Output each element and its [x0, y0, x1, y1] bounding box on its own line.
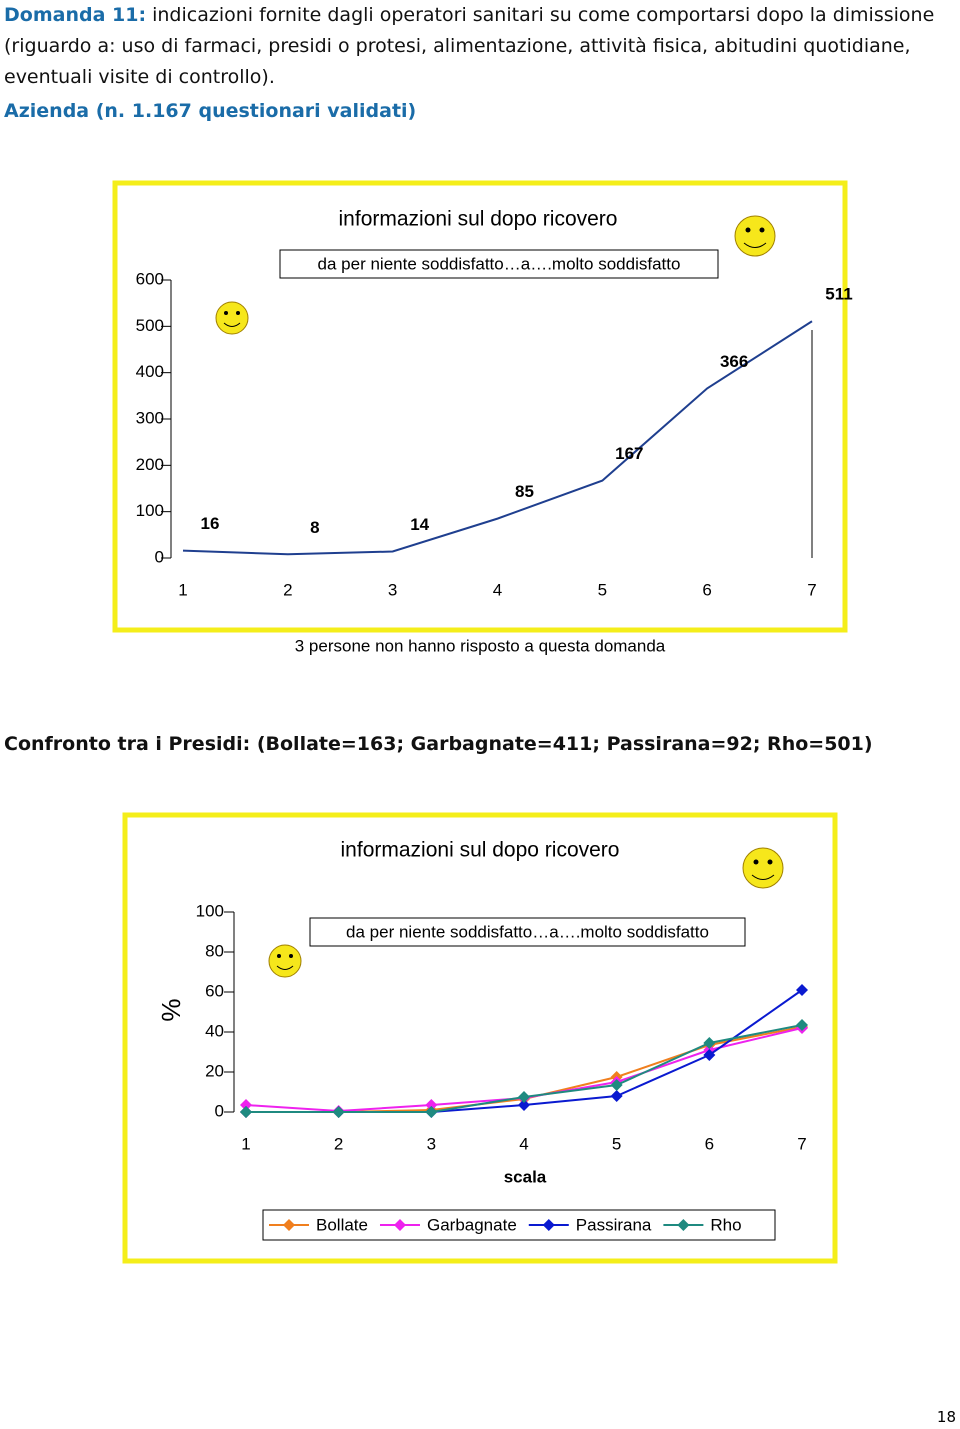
data-label: 85: [515, 482, 534, 501]
legend-marker: [677, 1219, 690, 1231]
y-tick-label: 100: [196, 901, 224, 920]
marker: [425, 1099, 438, 1111]
comparison: Confronto tra i Presidi: (Bollate=163; G…: [4, 733, 873, 755]
y-tick-label: 20: [205, 1061, 224, 1080]
marker: [332, 1106, 345, 1118]
legend-marker: [393, 1219, 406, 1231]
x-tick-label: 3: [388, 580, 397, 599]
chart-subtitle: da per niente soddisfatto…a….molto soddi…: [318, 254, 681, 273]
subtitle-box: [309, 917, 746, 947]
data-label: 14: [410, 515, 429, 534]
legend-marker: [542, 1219, 555, 1231]
marker: [425, 1106, 438, 1118]
y-tick-label: 60: [205, 981, 224, 1000]
x-axis-label: scala: [504, 1167, 547, 1186]
y-tick-label: 300: [136, 408, 164, 427]
data-label: 8: [310, 518, 319, 537]
marker: [610, 1079, 623, 1091]
question: Domanda 11: indicazioni fornite dagli op…: [4, 0, 954, 93]
chart-title: informazioni sul dopo ricovero: [339, 208, 618, 231]
y-axis-label: %: [156, 998, 186, 1021]
data-label: 511: [825, 285, 852, 304]
x-tick-label: 5: [612, 1134, 621, 1153]
x-tick-label: 6: [702, 580, 711, 599]
data-label: 167: [615, 444, 643, 463]
marker: [240, 1106, 252, 1118]
x-tick-label: 6: [705, 1134, 714, 1153]
chart-note: 3 persone non hanno risposto a questa do…: [295, 636, 666, 655]
legend-label: Bollate: [316, 1215, 368, 1234]
y-tick-label: 400: [136, 362, 164, 381]
x-tick-label: 1: [241, 1134, 250, 1153]
marker: [610, 1090, 623, 1102]
y-tick-label: 100: [136, 501, 164, 520]
x-tick-label: 7: [797, 1134, 806, 1153]
page-number: 18: [936, 1408, 956, 1426]
y-tick-label: 0: [215, 1101, 224, 1120]
frame: [112, 180, 848, 633]
chart-subtitle: da per niente soddisfatto…a….molto soddi…: [346, 922, 709, 941]
y-tick-label: 40: [205, 1021, 224, 1040]
marker: [518, 1099, 530, 1111]
marker: [796, 984, 808, 996]
smiley: [742, 847, 784, 889]
frame: [122, 812, 838, 1264]
y-tick-label: 0: [155, 547, 164, 566]
x-tick-label: 3: [427, 1134, 436, 1153]
marker: [518, 1091, 530, 1103]
x-tick-label: 4: [493, 580, 502, 599]
x-tick-label: 4: [519, 1134, 528, 1153]
line: [182, 320, 813, 556]
x-tick-label: 2: [283, 580, 292, 599]
legend-label: Rho: [710, 1215, 741, 1234]
subtitle-box: [279, 249, 719, 279]
y-tick-label: 600: [136, 269, 164, 288]
subtitle: Azienda (n. 1.167 questionari validati): [4, 100, 417, 122]
data-label: 16: [201, 514, 220, 533]
legend-label: Garbagnate: [427, 1215, 517, 1234]
marker: [240, 1099, 252, 1111]
legend-label: Passirana: [576, 1215, 652, 1234]
x-tick-label: 5: [598, 580, 607, 599]
smiley: [734, 215, 776, 257]
y-tick-label: 200: [136, 455, 164, 474]
y-tick-label: 80: [205, 941, 224, 960]
smiley: [215, 301, 249, 335]
x-tick-label: 2: [334, 1134, 343, 1153]
marker: [703, 1049, 716, 1061]
marker: [703, 1037, 716, 1049]
data-label: 366: [720, 352, 748, 371]
question-label: Domanda 11:: [4, 4, 147, 26]
question-text: indicazioni fornite dagli operatori sani…: [4, 4, 935, 88]
x-tick-label: 1: [178, 580, 187, 599]
smiley: [268, 944, 302, 978]
y-tick-label: 500: [136, 316, 164, 335]
x-tick-label: 7: [807, 580, 816, 599]
chart-title: informazioni sul dopo ricovero: [341, 839, 620, 862]
legend-marker: [283, 1219, 295, 1231]
marker: [796, 1019, 808, 1031]
